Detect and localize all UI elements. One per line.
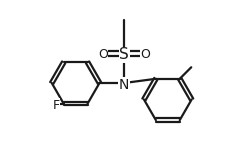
- Text: N: N: [119, 78, 129, 91]
- Text: S: S: [119, 47, 129, 62]
- Text: F: F: [53, 99, 60, 112]
- Text: O: O: [141, 48, 150, 61]
- Text: O: O: [98, 48, 108, 61]
